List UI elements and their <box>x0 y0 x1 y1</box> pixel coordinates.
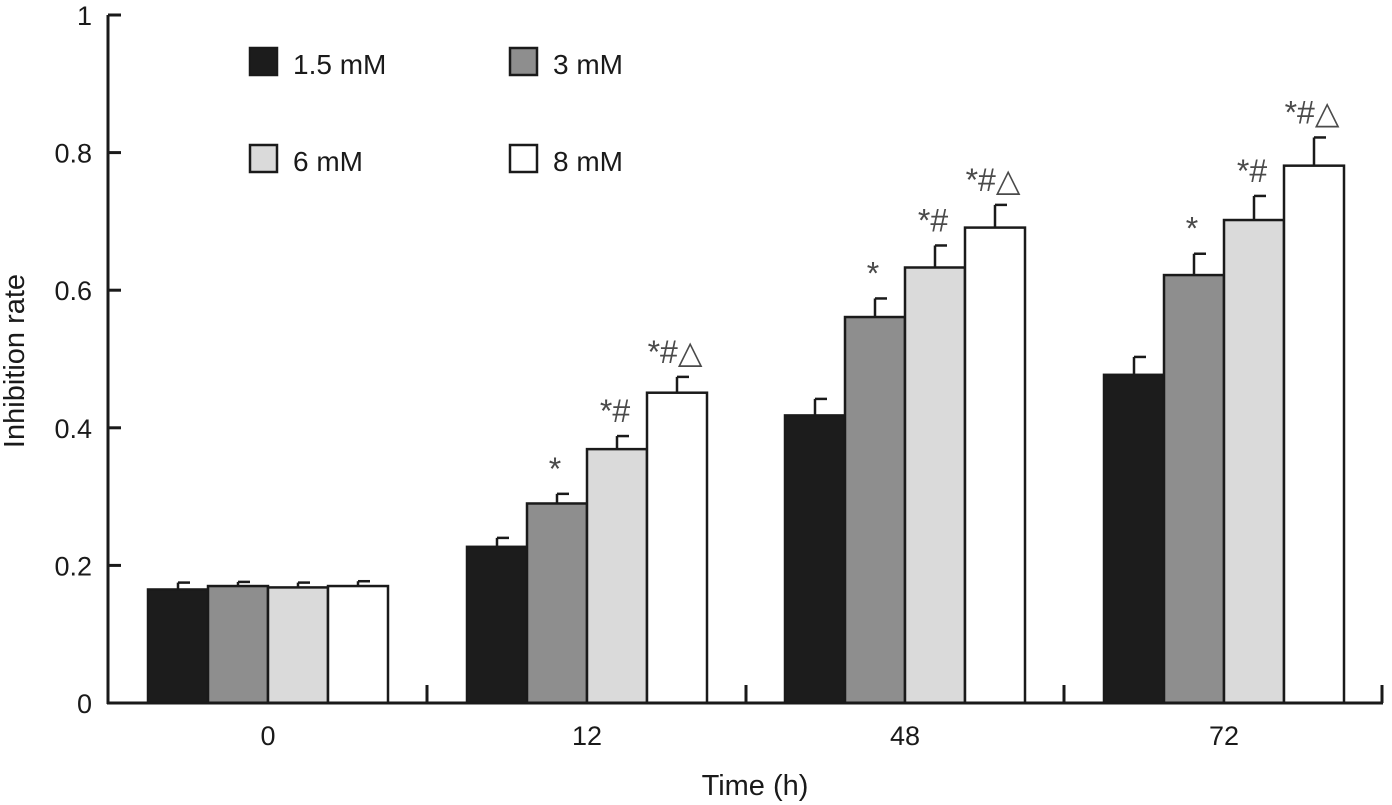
y-tick-label: 0.4 <box>54 414 92 444</box>
bar <box>963 226 1027 705</box>
legend-swatch <box>508 143 539 174</box>
significance-annotation: * <box>1186 211 1198 247</box>
bar <box>206 584 270 705</box>
x-tick-label: 48 <box>890 721 920 751</box>
legend: 1.5 mM 3 mM 6 mM 8 mM <box>248 46 623 177</box>
bar <box>1282 164 1346 705</box>
bar <box>783 414 847 705</box>
x-tick-label: 12 <box>572 721 602 751</box>
bar <box>1222 218 1286 705</box>
legend-label: 1.5 mM <box>293 49 386 80</box>
bar <box>525 502 589 705</box>
x-axis-title: Time (h) <box>702 770 809 802</box>
y-tick-label: 1 <box>77 1 92 31</box>
x-tick-label: 0 <box>260 721 275 751</box>
bar <box>843 315 907 705</box>
significance-annotation: * <box>867 255 879 291</box>
significance-annotation: *#△ <box>648 334 703 370</box>
legend-swatch <box>508 46 539 77</box>
x-tick-label: 72 <box>1209 721 1239 751</box>
legend-label: 8 mM <box>553 146 623 177</box>
bar <box>645 391 709 705</box>
bar <box>585 447 649 705</box>
bar <box>326 584 390 705</box>
legend-swatch <box>248 143 279 174</box>
bar <box>146 588 210 705</box>
bar <box>1162 273 1226 705</box>
bar <box>1102 373 1166 705</box>
legend-swatch <box>248 46 279 77</box>
y-tick-label: 0.2 <box>54 551 92 581</box>
legend-label: 6 mM <box>293 146 363 177</box>
y-tick-label: 0 <box>77 689 92 719</box>
bar <box>266 586 330 705</box>
bars-layer <box>146 136 1346 705</box>
legend-label: 3 mM <box>553 49 623 80</box>
significance-annotation: *# <box>600 393 630 429</box>
y-tick-label: 0.8 <box>54 139 92 169</box>
significance-annotation: * <box>549 451 561 487</box>
y-tick-label: 0.6 <box>54 276 92 306</box>
ticks-layer: 0 0.2 0.4 0.6 0.8 1 0 12 48 72 <box>54 1 1384 751</box>
bar <box>465 545 529 705</box>
bar <box>903 266 967 705</box>
significance-annotation: *#△ <box>966 162 1021 198</box>
significance-annotation: *# <box>1237 153 1267 189</box>
annotations-layer: * *# *#△ * *# *#△ * *# *#△ <box>549 94 1340 486</box>
y-axis-title: Inhibition rate <box>0 274 31 448</box>
significance-annotation: *# <box>918 202 948 238</box>
significance-annotation: *#△ <box>1285 94 1340 130</box>
